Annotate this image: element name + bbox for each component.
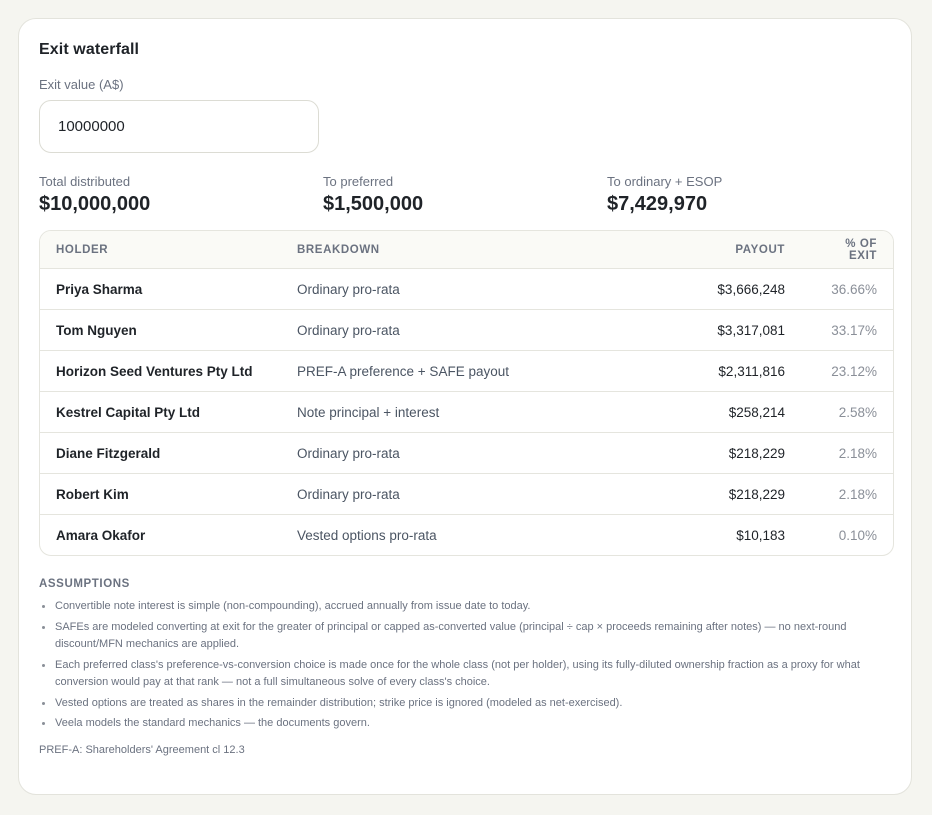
table-row: Diane Fitzgerald Ordinary pro-rata $218,…: [40, 432, 893, 474]
stat-label: Total distributed: [39, 174, 131, 189]
cell-payout: $3,317,081: [633, 309, 801, 351]
table-row: Kestrel Capital Pty Ltd Note principal +…: [40, 391, 893, 433]
table-header-row: HOLDER BREAKDOWN PAYOUT % OF EXIT: [40, 231, 893, 269]
cell-pct: 33.17%: [801, 309, 893, 351]
column-header-payout: PAYOUT: [633, 231, 801, 269]
stat-to-ordinary-esop: To ordinary + ESOP $7,429,970: [607, 174, 891, 216]
list-item: Convertible note interest is simple (non…: [42, 598, 891, 616]
footnote: PREF-A: Shareholders' Agreement cl 12.3: [39, 743, 245, 756]
cell-pct: 2.18%: [801, 473, 893, 515]
cell-payout: $3,666,248: [633, 268, 801, 310]
cell-pct: 23.12%: [801, 350, 893, 392]
table-row: Priya Sharma Ordinary pro-rata $3,666,24…: [40, 268, 893, 310]
stat-value: $1,500,000: [323, 193, 424, 215]
stat-to-preferred: To preferred $1,500,000: [323, 174, 607, 216]
column-header-breakdown: BREAKDOWN: [281, 231, 633, 269]
cell-holder: Priya Sharma: [40, 268, 281, 310]
cell-payout: $218,229: [633, 432, 801, 474]
cell-breakdown: Ordinary pro-rata: [281, 473, 633, 515]
summary-stats: Total distributed $10,000,000 To preferr…: [39, 174, 891, 216]
payout-table: HOLDER BREAKDOWN PAYOUT % OF EXIT Priya …: [40, 231, 893, 555]
table-row: Horizon Seed Ventures Pty Ltd PREF-A pre…: [40, 350, 893, 392]
stat-total-distributed: Total distributed $10,000,000: [39, 174, 323, 216]
payout-table-container: HOLDER BREAKDOWN PAYOUT % OF EXIT Priya …: [39, 230, 894, 556]
cell-breakdown: PREF-A preference + SAFE payout: [281, 350, 633, 392]
cell-holder: Diane Fitzgerald: [40, 432, 281, 474]
column-header-holder: HOLDER: [40, 231, 281, 269]
stat-label: To ordinary + ESOP: [607, 174, 723, 189]
stat-value: $10,000,000: [39, 193, 151, 215]
cell-payout: $258,214: [633, 391, 801, 433]
list-item: Veela models the standard mechanics — th…: [42, 715, 891, 733]
exit-waterfall-panel: Exit waterfall Exit value (A$) Total dis…: [18, 18, 912, 795]
panel-title: Exit waterfall: [39, 41, 140, 58]
cell-holder: Horizon Seed Ventures Pty Ltd: [40, 350, 281, 392]
cell-pct: 2.18%: [801, 432, 893, 474]
table-row: Robert Kim Ordinary pro-rata $218,229 2.…: [40, 473, 893, 515]
table-row: Tom Nguyen Ordinary pro-rata $3,317,081 …: [40, 309, 893, 351]
cell-payout: $10,183: [736, 527, 785, 543]
cell-pct: 0.10%: [838, 527, 877, 543]
cell-breakdown: Ordinary pro-rata: [281, 432, 633, 474]
cell-holder: Kestrel Capital Pty Ltd: [40, 391, 281, 433]
list-item: Each preferred class's preference-vs-con…: [42, 657, 891, 692]
column-header-pct: % OF EXIT: [801, 231, 893, 269]
list-item: SAFEs are modeled converting at exit for…: [42, 619, 891, 654]
assumptions-title: ASSUMPTIONS: [39, 578, 130, 590]
cell-pct: 36.66%: [801, 268, 893, 310]
exit-value-label: Exit value (A$): [39, 77, 124, 92]
cell-pct: 2.58%: [801, 391, 893, 433]
stat-value: $7,429,970: [607, 193, 708, 215]
table-row: Amara Okafor Vested options pro-rata $10…: [40, 515, 893, 556]
cell-breakdown: Note principal + interest: [281, 391, 633, 433]
list-item: Vested options are treated as shares in …: [42, 695, 891, 713]
cell-holder: Amara Okafor: [56, 527, 146, 543]
cell-holder: Tom Nguyen: [40, 309, 281, 351]
assumptions-list: Convertible note interest is simple (non…: [39, 598, 891, 733]
exit-value-input[interactable]: [39, 100, 319, 153]
cell-payout: $2,311,816: [633, 350, 801, 392]
cell-breakdown: Ordinary pro-rata: [281, 268, 633, 310]
cell-breakdown: Ordinary pro-rata: [281, 309, 633, 351]
cell-breakdown: Vested options pro-rata: [297, 527, 437, 543]
stat-label: To preferred: [323, 174, 394, 189]
assumptions-section: ASSUMPTIONS Convertible note interest is…: [39, 578, 891, 756]
cell-payout: $218,229: [633, 473, 801, 515]
cell-holder: Robert Kim: [40, 473, 281, 515]
